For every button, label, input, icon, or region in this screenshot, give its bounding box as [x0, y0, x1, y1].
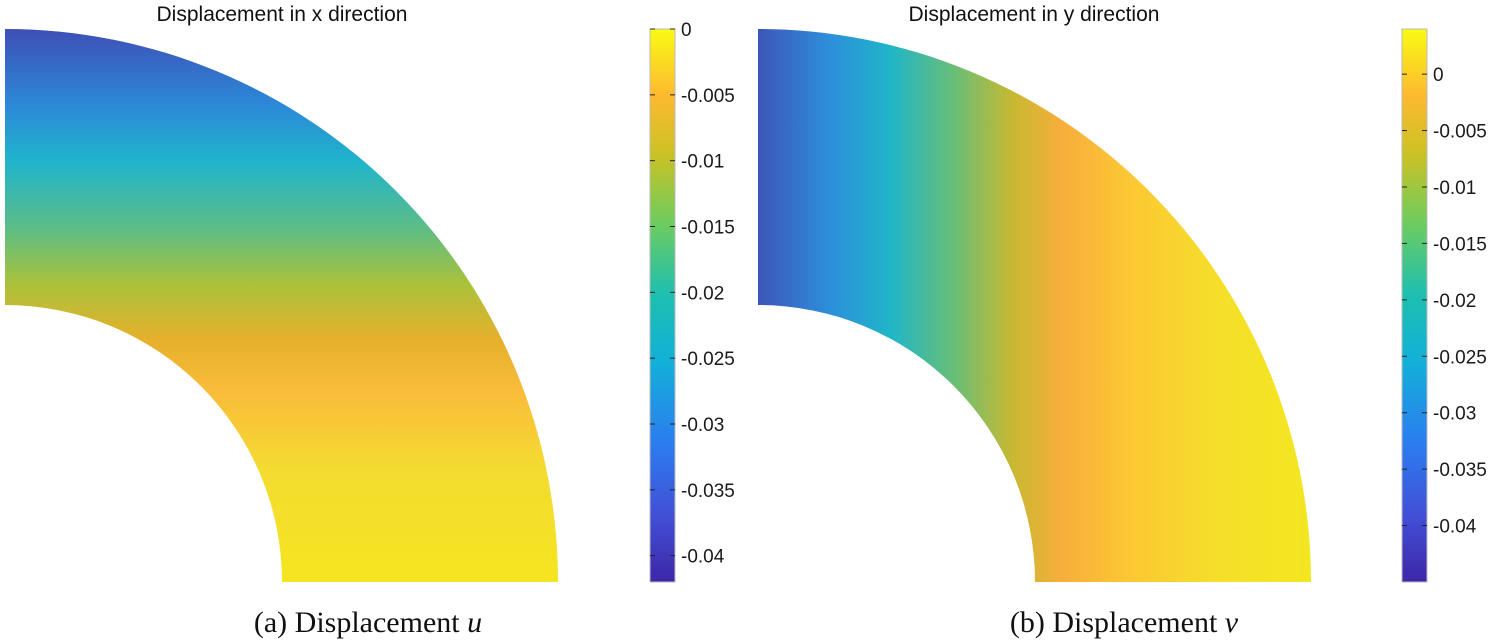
colorbar-b-tick-label: -0.015: [1433, 234, 1487, 255]
panel-b: Displacement in y direction 0 -0.005 -0.01…: [758, 3, 1487, 639]
colorbar-b-tick-label: -0.03: [1433, 404, 1476, 425]
caption-a: (a) Displacement u: [254, 606, 482, 639]
colorbar-a-tick-label: -0.02: [681, 283, 724, 304]
colorbar-b-tick-label: -0.02: [1433, 291, 1476, 312]
caption-b: (b) Displacement v: [1010, 606, 1239, 639]
colorbar-a-tick-label: -0.025: [681, 349, 735, 370]
colorbar-b-tick-label: -0.005: [1433, 122, 1487, 143]
displacement-field-u: [5, 29, 558, 582]
colorbar-a-ticks: 0 -0.005 -0.01 -0.015 -0.02 -0.025 -0.03 -0.035…: [650, 20, 735, 568]
caption-a-prefix: (a) Displacement: [254, 606, 460, 639]
colorbar-b-tick-label: -0.01: [1433, 178, 1476, 199]
panel-title-a: Displacement in x direction: [157, 3, 408, 26]
colorbar-a: 0 -0.005 -0.01 -0.015 -0.02 -0.025 -0.03 -0.035…: [649, 20, 735, 583]
colorbar-a-gradient: [649, 28, 676, 583]
displacement-field-v: [758, 29, 1311, 582]
colorbar-b-tick-label: 0: [1433, 65, 1444, 86]
panel-a: Displacement in x direction 0 -0.005 -0.01…: [5, 3, 735, 639]
caption-b-prefix: (b) Displacement: [1010, 606, 1218, 639]
colorbar-a-tick-label: -0.01: [681, 152, 724, 173]
caption-b-var: v: [1225, 606, 1239, 639]
colorbar-b: 0 -0.005 -0.01 -0.015 -0.02 -0.025 -0.03 -0.035…: [1401, 28, 1487, 583]
colorbar-a-tick-label: -0.015: [681, 218, 735, 239]
caption-a-var: u: [467, 606, 482, 639]
panel-title-b: Displacement in y direction: [909, 3, 1160, 26]
colorbar-b-tick-label: -0.035: [1433, 460, 1487, 481]
colorbar-b-tick-label: -0.025: [1433, 347, 1487, 368]
colorbar-a-tick-label: -0.03: [681, 415, 724, 436]
colorbar-a-tick-label: -0.04: [681, 547, 725, 568]
colorbar-a-tick-label: -0.005: [681, 86, 735, 107]
colorbar-b-tick-label: -0.04: [1433, 517, 1477, 538]
colorbar-b-gradient: [1401, 28, 1428, 583]
colorbar-b-ticks: 0 -0.005 -0.01 -0.015 -0.02 -0.025 -0.03 -0.035…: [1402, 65, 1487, 538]
colorbar-a-tick-label: 0: [681, 20, 692, 41]
colorbar-a-tick-label: -0.035: [681, 481, 735, 502]
